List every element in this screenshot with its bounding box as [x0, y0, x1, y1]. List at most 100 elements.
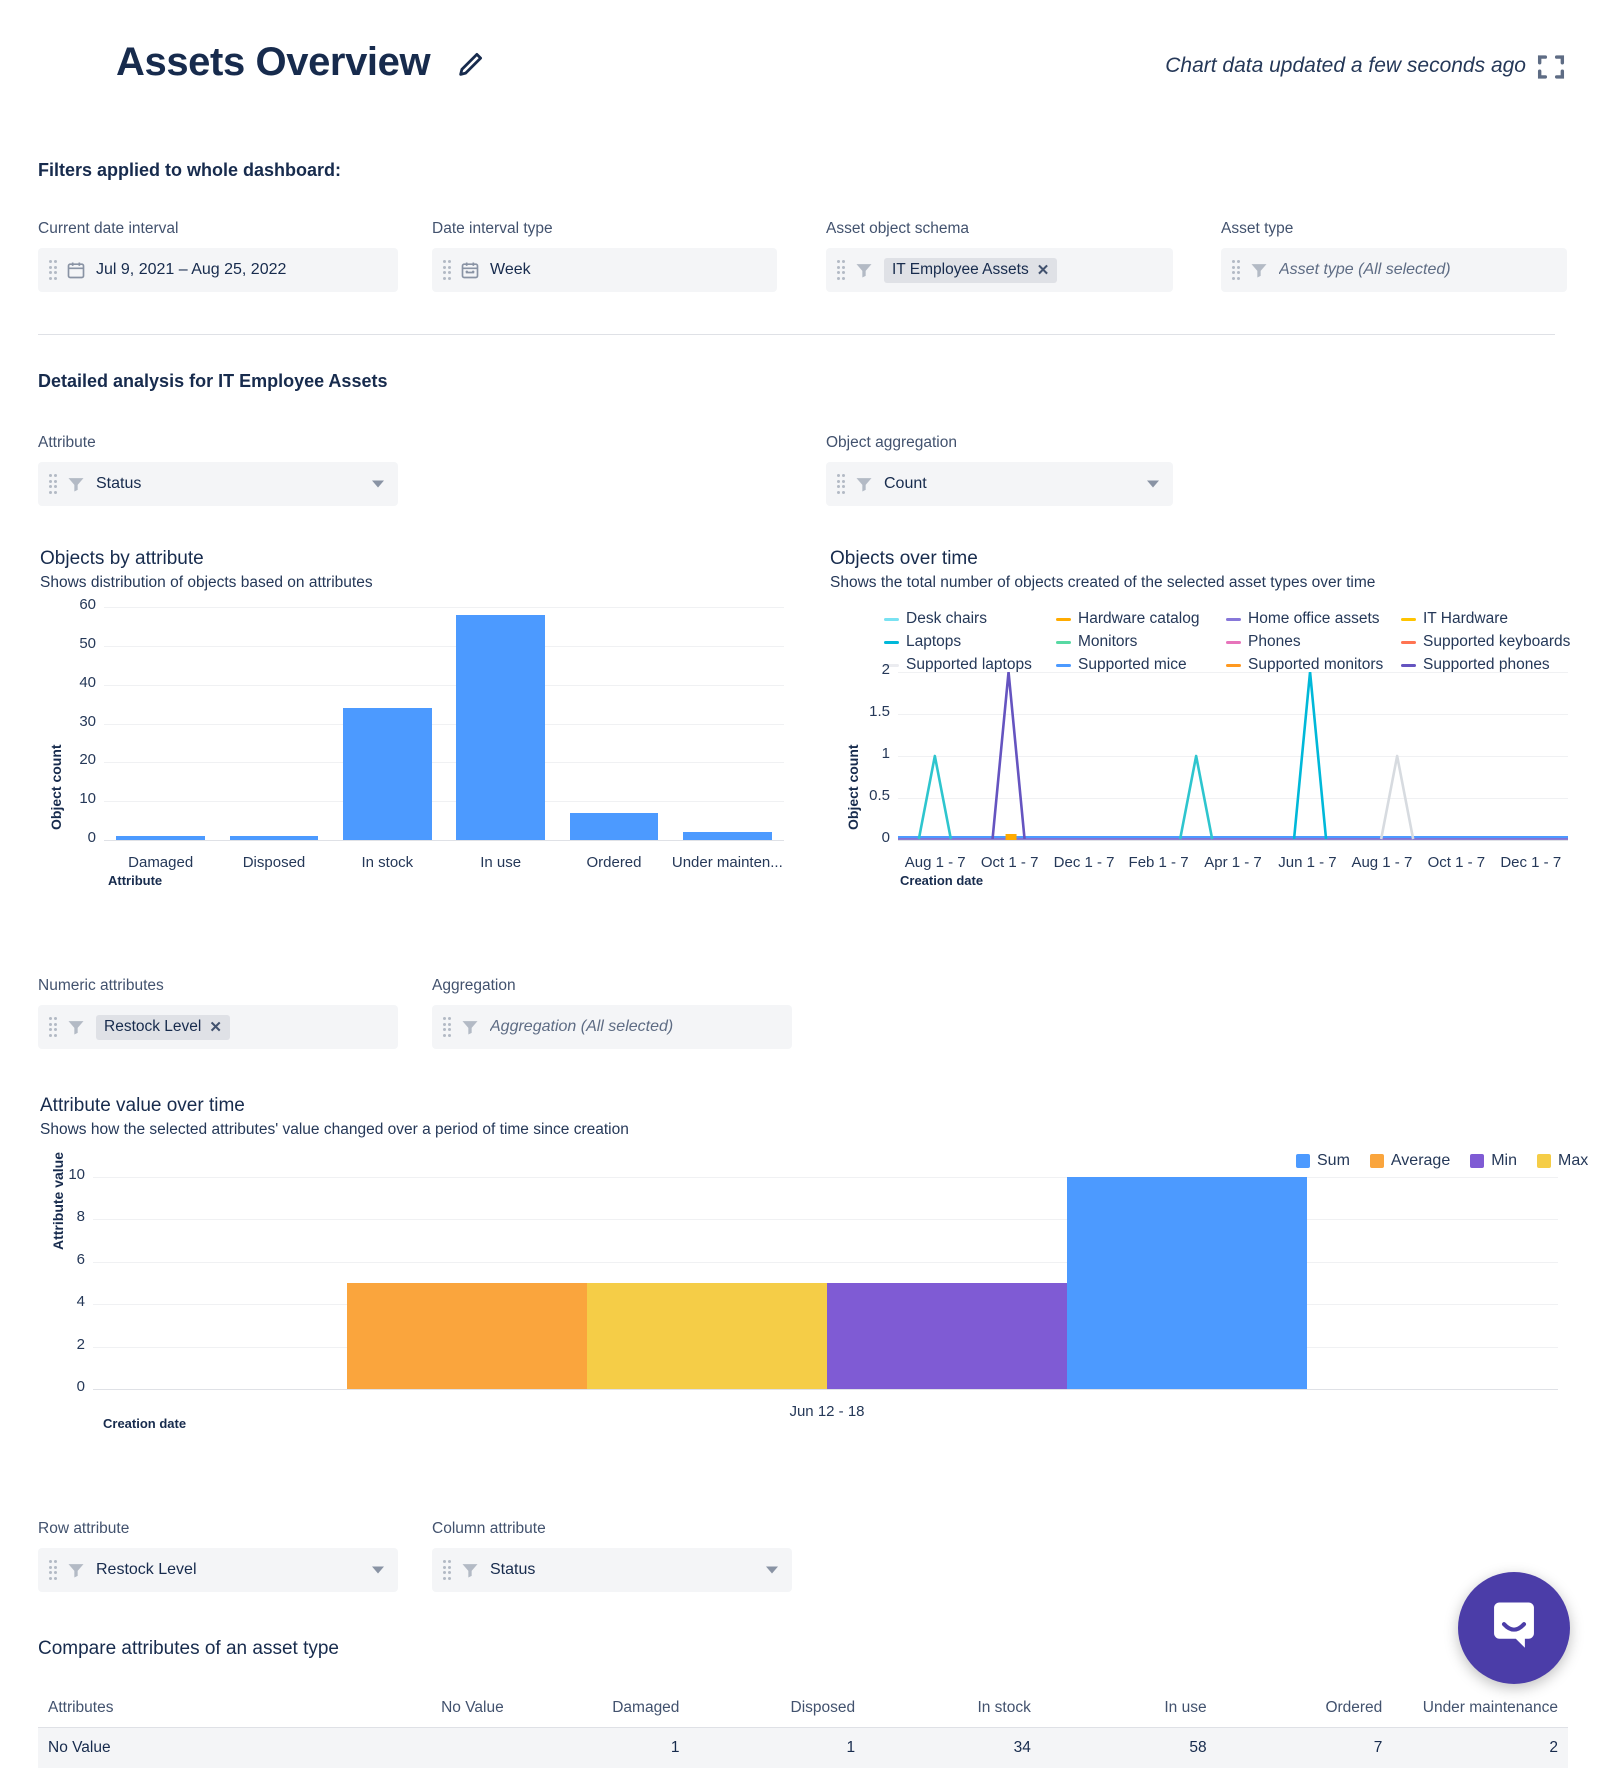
chat-bubble-icon	[1485, 1597, 1543, 1660]
select-attribute[interactable]: Status	[38, 462, 398, 506]
table-row: 55	[38, 1768, 1568, 1776]
filter-asset-type[interactable]: Asset type (All selected)	[1221, 248, 1567, 292]
chart1-bar	[229, 836, 319, 840]
drag-handle-icon[interactable]	[440, 1016, 454, 1038]
select-object-aggregation[interactable]: Count	[826, 462, 1173, 506]
table-cell: 2	[1549, 1739, 1559, 1756]
legend-label: Supported keyboards	[1423, 633, 1571, 650]
chart2-ytick: 0.5	[869, 787, 890, 804]
table-column-header: No Value	[441, 1698, 504, 1716]
table-column-header: Disposed	[790, 1698, 856, 1716]
chevron-down-icon[interactable]	[766, 1566, 778, 1574]
chart1-bar	[116, 836, 205, 840]
drag-handle-icon[interactable]	[440, 1559, 454, 1581]
label-asset-object-schema: Asset object schema	[826, 220, 970, 237]
drag-handle-icon[interactable]	[46, 259, 60, 281]
chart-updated-status: Chart data updated a few seconds ago	[1165, 54, 1526, 77]
drag-handle-icon[interactable]	[440, 259, 454, 281]
select-row-attribute[interactable]: Restock Level	[38, 1548, 398, 1592]
legend-label: Desk chairs	[906, 610, 987, 627]
legend-swatch-icon	[1470, 1154, 1485, 1168]
chart2-legend-item[interactable]: Monitors	[1056, 633, 1226, 651]
drag-handle-icon[interactable]	[46, 1559, 60, 1581]
chart-subtitle-objects-by-attribute: Shows distribution of objects based on a…	[40, 574, 373, 591]
chart3-legend-item[interactable]: Average	[1369, 1152, 1450, 1170]
chart2-legend-item[interactable]: Laptops	[884, 633, 1056, 651]
chart2-legend-item[interactable]: Supported laptops	[884, 656, 1056, 674]
drag-handle-icon[interactable]	[46, 1016, 60, 1038]
select-column-attribute[interactable]: Status	[432, 1548, 792, 1592]
chip-remove-icon[interactable]: ✕	[209, 1018, 222, 1036]
chart2-legend-item[interactable]: Supported phones	[1401, 656, 1570, 674]
chart2-legend-item[interactable]: Supported mice	[1056, 656, 1226, 674]
chart2-xtick: Jun 1 - 7	[1278, 854, 1337, 871]
chart2-xtick: Dec 1 - 7	[1500, 854, 1562, 871]
filter-current-date-interval[interactable]: Jul 9, 2021 – Aug 25, 2022	[38, 248, 398, 292]
column-attribute-value: Status	[490, 1561, 536, 1578]
legend-dash-icon	[884, 617, 899, 621]
filter-aggregation[interactable]: Aggregation (All selected)	[432, 1005, 792, 1049]
chart3-legend-item[interactable]: Min	[1470, 1152, 1517, 1170]
chip-it-employee-assets[interactable]: IT Employee Assets ✕	[884, 257, 1058, 283]
compare-table-title: Compare attributes of an asset type	[38, 1638, 339, 1659]
compare-attributes-table: Attributes No Value Damaged Disposed In stoc…	[38, 1688, 1568, 1776]
chart3-gridline	[93, 1219, 1558, 1221]
chart2-gridline	[898, 672, 1568, 673]
chart3-x-axis	[93, 1389, 1558, 1390]
legend-label: Phones	[1248, 633, 1301, 650]
chart3-legend: Sum Average Min Max	[1296, 1152, 1588, 1170]
chart1-gridline	[104, 645, 784, 647]
label-object-aggregation: Object aggregation	[826, 434, 957, 451]
chart2-legend-item[interactable]: Supported keyboards	[1401, 633, 1570, 651]
chart3-gridline	[93, 1261, 1558, 1263]
object-aggregation-value: Count	[884, 475, 927, 492]
table-cell: 1	[670, 1739, 680, 1756]
chart1-ytick: 10	[79, 790, 96, 808]
chart2-legend-item[interactable]: Home office assets	[1226, 610, 1401, 628]
pencil-icon[interactable]	[455, 50, 485, 80]
filters-heading: Filters applied to whole dashboard:	[38, 160, 342, 180]
chart2-legend-item[interactable]: Supported monitors	[1226, 656, 1401, 674]
chart2-legend-item[interactable]: IT Hardware	[1401, 610, 1570, 628]
chart1-category-label: Ordered	[586, 854, 642, 871]
filter-numeric-attributes[interactable]: Restock Level ✕	[38, 1005, 398, 1049]
chart1-bar	[456, 614, 545, 840]
drag-handle-icon[interactable]	[834, 259, 848, 281]
chart2-ytick: 0	[881, 829, 890, 846]
drag-handle-icon[interactable]	[46, 473, 60, 495]
chart1-ytick: 60	[79, 596, 96, 613]
chart2-legend-item[interactable]: Phones	[1226, 633, 1401, 651]
page-title: Assets Overview	[116, 40, 431, 84]
chart2-xtick: Feb 1 - 7	[1128, 854, 1189, 871]
table-cell: 1	[846, 1739, 856, 1756]
chart2-legend-item[interactable]: Desk chairs	[884, 610, 1056, 628]
chart3-legend-item[interactable]: Max	[1537, 1152, 1588, 1170]
chart2-x-axis	[898, 840, 1568, 841]
row-attribute-value: Restock Level	[96, 1561, 197, 1578]
chart1-bar	[569, 812, 659, 840]
chart1-category-label: In use	[480, 854, 522, 871]
filter-date-interval-type[interactable]: Week	[432, 248, 777, 292]
date-interval-type-value: Week	[490, 261, 531, 278]
chevron-down-icon[interactable]	[372, 1566, 384, 1574]
filter-asset-object-schema[interactable]: IT Employee Assets ✕	[826, 248, 1173, 292]
chat-widget-button[interactable]	[1458, 1572, 1570, 1684]
drag-handle-icon[interactable]	[834, 473, 848, 495]
chip-restock-level[interactable]: Restock Level ✕	[96, 1014, 230, 1040]
chevron-down-icon[interactable]	[1147, 480, 1159, 488]
chart3-legend-item[interactable]: Sum	[1296, 1152, 1350, 1170]
table-column-header: Ordered	[1325, 1698, 1383, 1716]
legend-dash-icon	[1401, 640, 1416, 644]
legend-dash-icon	[1056, 663, 1071, 667]
chart3-ytick: 0	[76, 1378, 85, 1395]
chart1-ytick: 20	[79, 751, 96, 769]
chevron-down-icon[interactable]	[372, 480, 384, 488]
section-divider	[38, 334, 1555, 335]
chip-remove-icon[interactable]: ✕	[1036, 261, 1050, 279]
expand-icon[interactable]	[1534, 50, 1568, 84]
current-date-interval-value: Jul 9, 2021 – Aug 25, 2022	[96, 261, 287, 278]
legend-label: Supported monitors	[1248, 656, 1384, 673]
drag-handle-icon[interactable]	[1229, 259, 1243, 281]
table-cell: 7	[1373, 1739, 1383, 1756]
chart2-legend-item[interactable]: Hardware catalog	[1056, 610, 1226, 628]
